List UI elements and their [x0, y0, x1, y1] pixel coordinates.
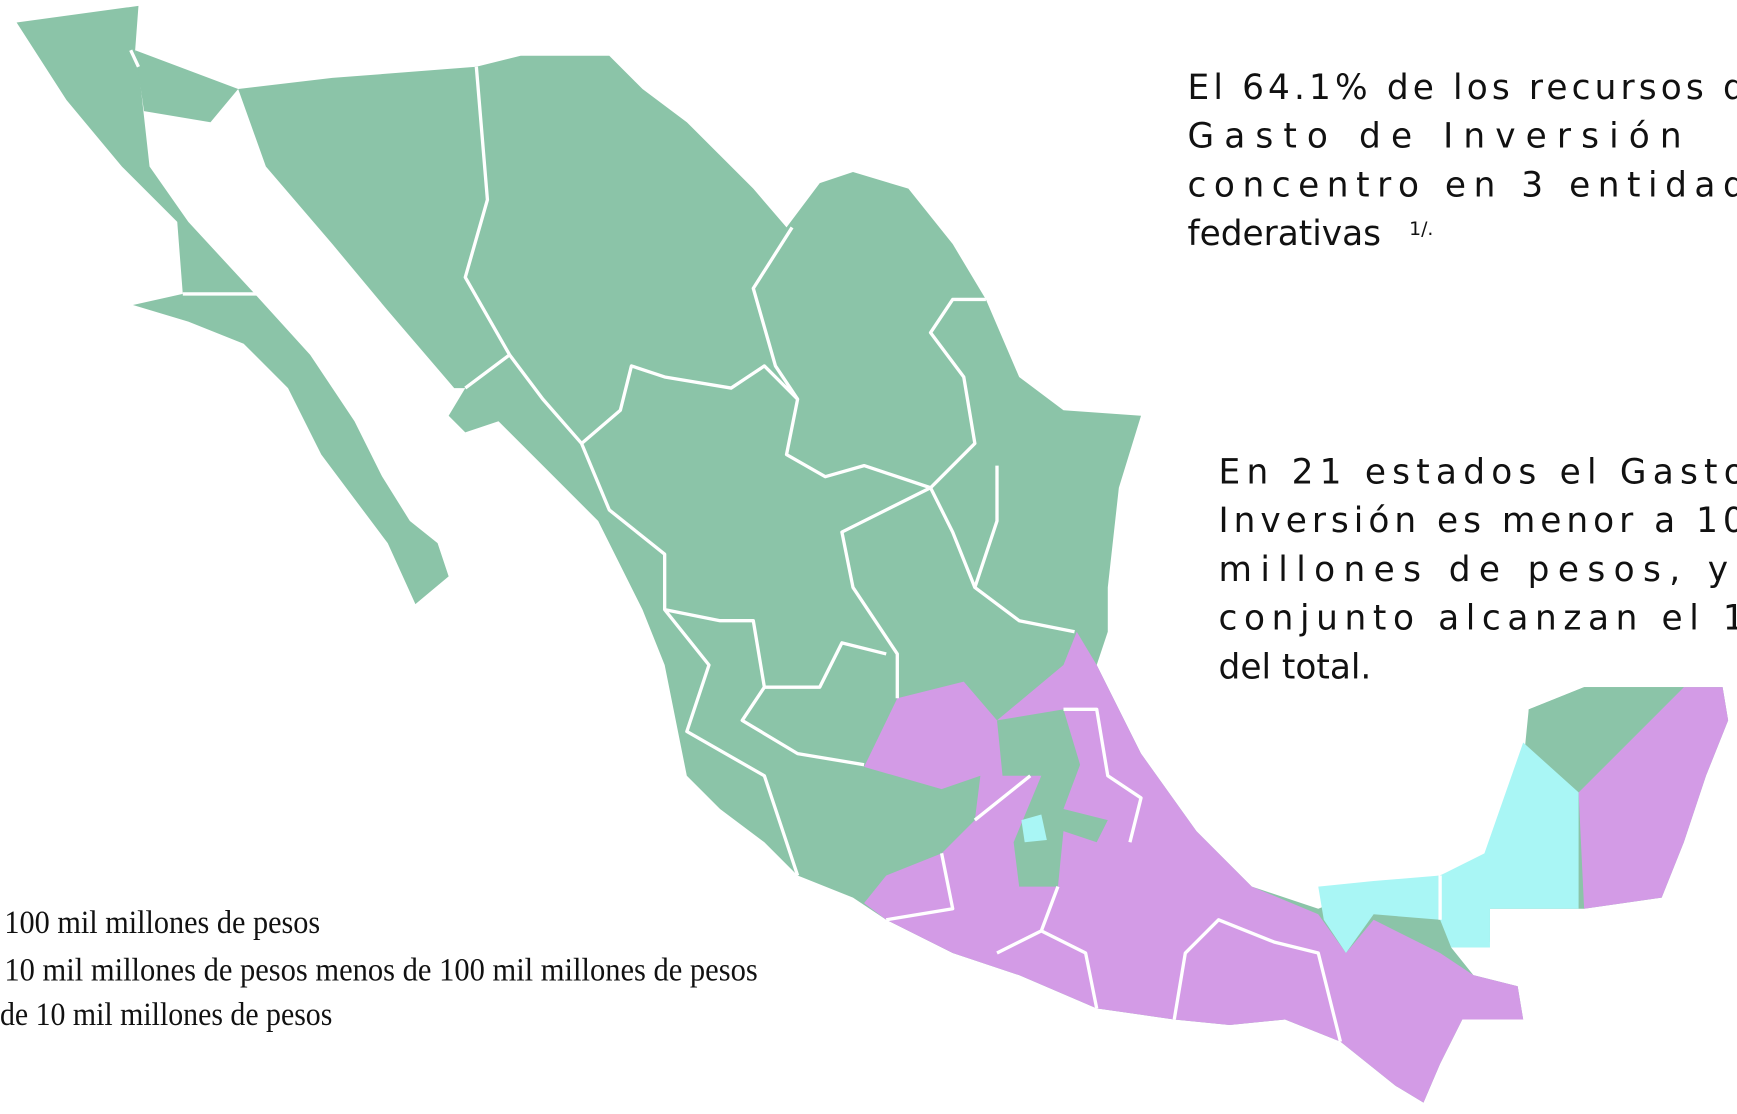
region-tabasco-campeche [1318, 742, 1579, 954]
annotation-line: del total. [1219, 647, 1372, 687]
annotation-2: En 21 estados el Gasto Inversión es meno… [1219, 452, 1737, 687]
annotation-line: federativas [1188, 214, 1382, 254]
baja-california [16, 5, 449, 605]
annotation-superscript: 1/. [1409, 219, 1433, 240]
region-south [864, 631, 1524, 1103]
region-center [997, 709, 1108, 887]
annotation-line: Inversión es menor a 10 [1219, 501, 1737, 541]
annotation-line: Gasto de Inversión [1188, 117, 1682, 157]
region-yucatan [1528, 687, 1684, 793]
annotation-1: El 64.1% de los recursos d Gasto de Inve… [1188, 68, 1737, 254]
annotation-line: En 21 estados el Gasto [1219, 452, 1737, 492]
legend: 100 mil millones de pesos 10 mil millone… [0, 904, 758, 1033]
legend-item: de 10 mil millones de pesos [0, 996, 332, 1033]
legend-item: 100 mil millones de pesos [4, 904, 320, 941]
region-small [1021, 814, 1047, 843]
annotation-line: conjunto alcanzan el 1 [1219, 599, 1737, 639]
annotation-line: concentro en 3 entidad [1188, 165, 1737, 205]
annotation-line: El 64.1% de los recursos d [1188, 68, 1737, 108]
annotation-line: millones de pesos, y [1219, 550, 1729, 590]
country [16, 5, 1729, 1103]
region-east [1578, 687, 1729, 909]
mainland [135, 50, 1729, 1103]
state-borders [129, 49, 1442, 1043]
legend-item: 10 mil millones de pesos menos de 100 mi… [4, 952, 757, 989]
